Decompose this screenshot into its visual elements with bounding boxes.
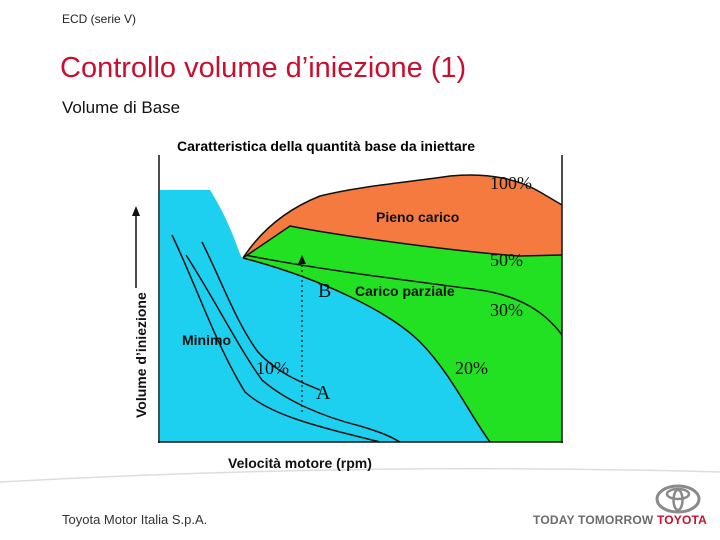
label-idle: Minimo	[182, 332, 231, 348]
curve-100-percent	[242, 174, 563, 259]
tagline-today: TODAY	[533, 513, 575, 527]
label-20-percent: 20%	[455, 358, 488, 378]
y-axis-label: Volume d’iniezione	[133, 292, 149, 418]
curve-idle-inner	[201, 241, 321, 391]
curve-10-percent	[185, 254, 401, 443]
label-50-percent: 50%	[490, 250, 523, 270]
x-axis-label: Velocità motore (rpm)	[228, 455, 372, 471]
curve-50-percent	[242, 225, 563, 259]
footer-company: Toyota Motor Italia S.p.A.	[62, 512, 208, 527]
tagline-brand: TOYOTA	[656, 513, 708, 527]
label-10-percent: 10%	[256, 358, 289, 378]
label-point-a: A	[316, 382, 331, 404]
decorative-swoosh	[0, 467, 720, 483]
toyota-logo-icon	[655, 484, 701, 514]
page-title: Controllo volume d’iniezione (1)	[60, 52, 467, 84]
brand-tagline: TODAY TOMORROW TOYOTA	[533, 513, 707, 527]
curve-20-percent	[242, 257, 491, 443]
label-partial-load: Carico parziale	[355, 283, 455, 299]
section-label: ECD (serie V)	[62, 12, 137, 26]
diagram-title: Caratteristica della quantità base da in…	[177, 138, 475, 154]
label-full-load: Pieno carico	[376, 209, 459, 225]
label-100-percent: 100%	[490, 173, 532, 193]
page-subtitle: Volume di Base	[62, 98, 181, 117]
y-axis-arrowhead	[132, 206, 140, 216]
label-30-percent: 30%	[490, 300, 523, 320]
label-point-b: B	[318, 280, 331, 302]
curve-idle	[171, 234, 381, 443]
tagline-tomorrow: TOMORROW	[578, 513, 654, 527]
partial-load-region	[243, 226, 562, 442]
idle-region	[160, 190, 490, 442]
curve-30-percent	[244, 254, 563, 336]
transition-arrowhead	[298, 255, 306, 264]
